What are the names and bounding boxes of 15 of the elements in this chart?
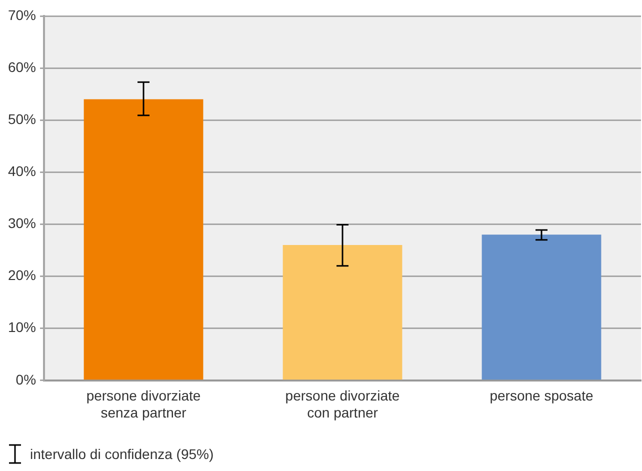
x-tick-label: persone sposate xyxy=(490,388,594,404)
y-tick-label: 0% xyxy=(16,371,36,388)
bar xyxy=(282,245,402,380)
y-tick-label: 20% xyxy=(8,267,36,284)
y-tick-label: 70% xyxy=(8,6,36,23)
x-tick-label: persone divorziate senza partner xyxy=(86,388,201,420)
bar xyxy=(84,99,204,380)
y-tick-label: 30% xyxy=(8,215,36,232)
y-tick-label: 60% xyxy=(8,58,36,75)
y-tick-label: 40% xyxy=(8,163,36,180)
x-tick-label: persone divorziate con partner xyxy=(285,388,400,420)
text: intervallo di confidenza (95%) xyxy=(30,446,214,462)
y-tick-label: 50% xyxy=(8,110,36,127)
bar xyxy=(482,234,602,380)
y-tick-label: 10% xyxy=(8,319,36,336)
